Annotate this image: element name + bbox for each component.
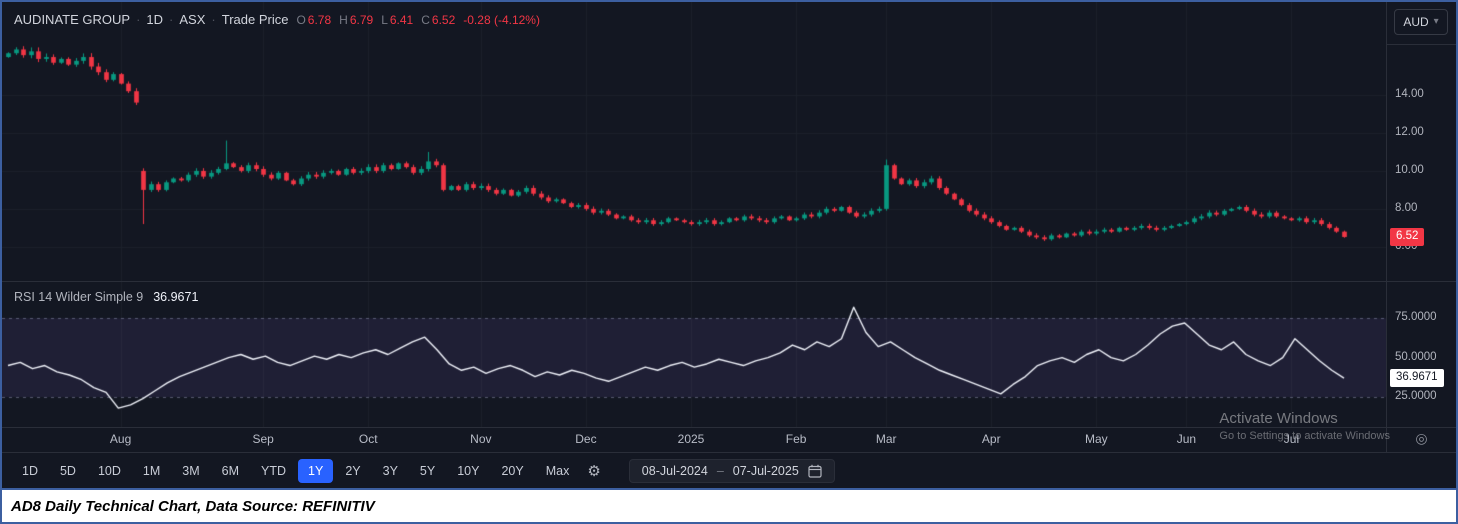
time-axis-label-mar: Mar (875, 432, 897, 446)
ohlc-high-value: 6.79 (349, 12, 374, 27)
rsi-value-badge: 36.9671 (1390, 369, 1444, 387)
range-button-5d[interactable]: 5D (50, 459, 86, 483)
range-buttons: 1D 5D 10D 1M 3M 6M YTD 1Y 2Y 3Y 5Y 10Y 20Y Max (12, 458, 580, 483)
ohlc-low-label: L (381, 12, 388, 27)
range-button-1d[interactable]: 1D (12, 459, 48, 483)
exchange-label[interactable]: ASX (179, 12, 206, 27)
ohlc-open-label: O (296, 12, 306, 27)
chart-legend: AUDINATE GROUP · 1D · ASX · Trade Price … (14, 12, 540, 27)
time-axis-label-aug: Aug (109, 432, 132, 446)
rsi-axis-label: 50.0000 (1395, 350, 1437, 363)
rsi-chart-canvas[interactable] (2, 282, 1386, 427)
rsi-indicator-label[interactable]: RSI 14 Wilder Simple 9 (14, 290, 144, 304)
legend-separator: · (169, 12, 174, 27)
axis-corner: ◎ (1386, 427, 1456, 452)
range-button-1m[interactable]: 1M (133, 459, 170, 483)
legend-separator: · (136, 12, 141, 27)
time-axis-label-dec: Dec (575, 432, 597, 446)
time-axis-label-apr: Apr (981, 432, 1001, 446)
time-axis-label-jul: Jul (1283, 432, 1300, 446)
rsi-pane[interactable]: RSI 14 Wilder Simple 9 36.9671 (2, 281, 1386, 427)
range-button-ytd[interactable]: YTD (251, 459, 296, 483)
range-button-2y[interactable]: 2Y (335, 459, 370, 483)
time-axis-label-feb: Feb (785, 432, 807, 446)
price-change: -0.28 (-4.12%) (463, 12, 540, 27)
legend-separator: · (211, 12, 216, 27)
rsi-axis-label: 75.0000 (1395, 311, 1437, 324)
price-axis[interactable]: AUD ▾ 6.52 14.00 12.00 10.00 8.00 6.00 (1386, 2, 1456, 281)
currency-label: AUD (1403, 15, 1429, 29)
gear-icon[interactable]: ⚙ (587, 462, 601, 480)
interval-label[interactable]: 1D (146, 12, 164, 27)
caption-text: AD8 Daily Technical Chart, Data Source: … (11, 497, 375, 515)
time-axis-label-2025: 2025 (677, 432, 705, 446)
currency-button[interactable]: AUD ▾ (1394, 9, 1448, 35)
chevron-down-icon: ▾ (1433, 16, 1439, 27)
ohlc-open-value: 6.78 (307, 12, 332, 27)
date-range-picker[interactable]: 08-Jul-2024 – 07-Jul-2025 (628, 458, 835, 483)
rsi-legend: RSI 14 Wilder Simple 9 36.9671 (14, 290, 198, 304)
price-axis-label: 10.00 (1395, 163, 1424, 176)
scale-target-icon[interactable]: ◎ (1415, 430, 1428, 446)
time-axis-label-jun: Jun (1176, 432, 1197, 446)
caption-bar: AD8 Daily Technical Chart, Data Source: … (2, 488, 1456, 522)
series-type-label[interactable]: Trade Price (221, 12, 289, 27)
range-button-10y[interactable]: 10Y (447, 459, 489, 483)
date-to: 07-Jul-2025 (732, 463, 799, 478)
ohlc-close-value: 6.52 (431, 12, 456, 27)
price-axis-label: 8.00 (1395, 201, 1418, 214)
price-axis-label: 14.00 (1395, 88, 1424, 100)
time-axis[interactable]: Aug Sep Oct Nov Dec 2025 Feb Mar Apr May Jun Jul (2, 427, 1386, 452)
time-axis-label-sep: Sep (252, 432, 274, 446)
rsi-axis-label: 25.0000 (1395, 390, 1437, 403)
calendar-icon (808, 464, 822, 478)
range-button-6m[interactable]: 6M (212, 459, 249, 483)
time-axis-label-nov: Nov (470, 432, 492, 446)
ohlc-low-value: 6.41 (389, 12, 414, 27)
time-axis-label-may: May (1084, 432, 1108, 446)
date-separator: – (716, 463, 724, 478)
date-from: 08-Jul-2024 (641, 463, 708, 478)
last-price-badge: 6.52 (1390, 227, 1425, 246)
range-button-3y[interactable]: 3Y (373, 459, 408, 483)
rsi-value: 36.9671 (153, 290, 199, 304)
price-chart-canvas[interactable] (2, 2, 1386, 281)
ohlc-high-label: H (339, 12, 348, 27)
range-button-3m[interactable]: 3M (172, 459, 209, 483)
range-button-max[interactable]: Max (536, 459, 580, 483)
range-button-1y[interactable]: 1Y (298, 458, 334, 483)
time-axis-label-oct: Oct (358, 432, 378, 446)
price-pane[interactable]: AUDINATE GROUP · 1D · ASX · Trade Price … (2, 2, 1386, 281)
symbol-name[interactable]: AUDINATE GROUP (14, 12, 131, 27)
rsi-axis[interactable]: 36.9671 75.0000 50.0000 25.0000 (1386, 281, 1456, 427)
trading-chart-app: AUDINATE GROUP · 1D · ASX · Trade Price … (2, 2, 1456, 488)
range-button-5y[interactable]: 5Y (410, 459, 445, 483)
range-toolbar: 1D 5D 10D 1M 3M 6M YTD 1Y 2Y 3Y 5Y 10Y 20Y Max ⚙ 08-J… (2, 452, 1456, 488)
range-button-20y[interactable]: 20Y (491, 459, 533, 483)
price-axis-label: 12.00 (1395, 125, 1424, 138)
range-button-10d[interactable]: 10D (88, 459, 131, 483)
ohlc-close-label: C (421, 12, 430, 27)
